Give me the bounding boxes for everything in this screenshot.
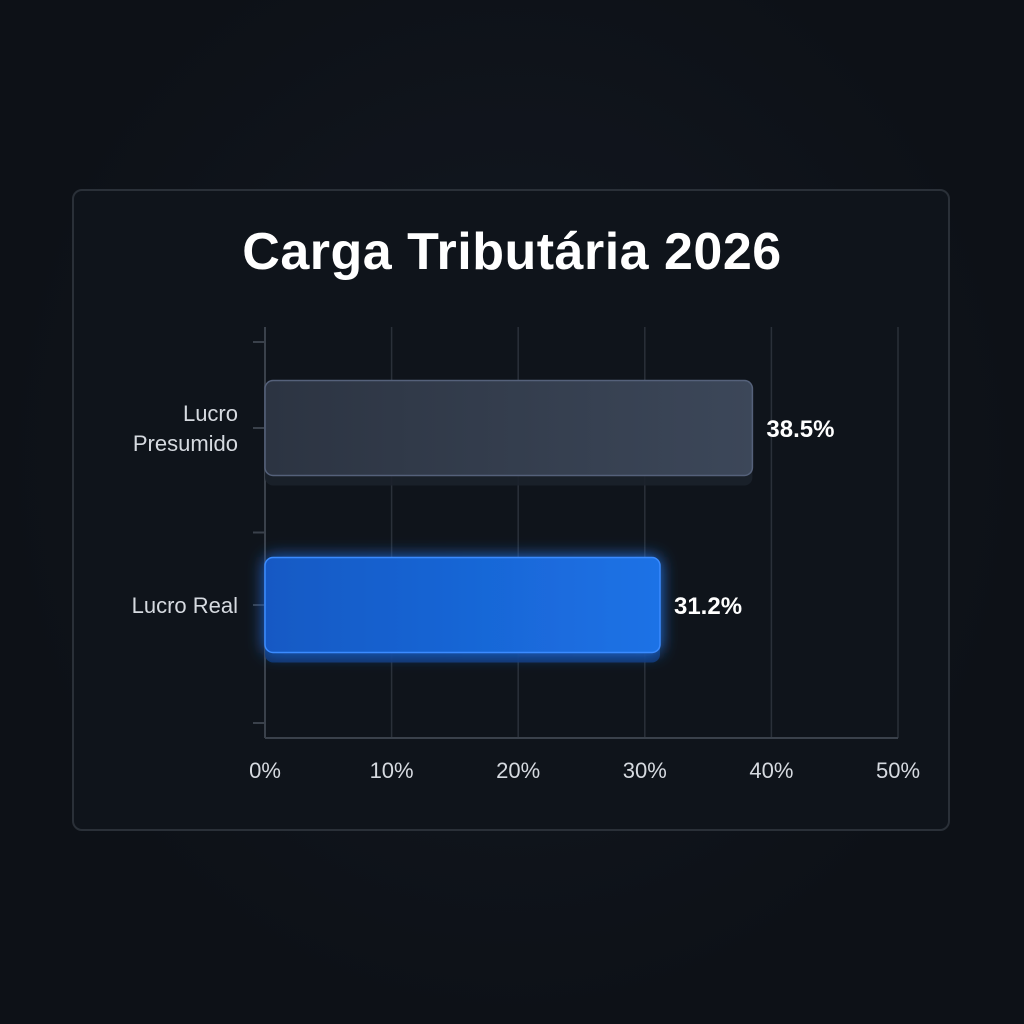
bar-lucro-real [264,556,661,654]
value-label: 38.5% [766,416,834,443]
chart-title: Carga Tributária 2026 [242,223,782,281]
x-tick-label: 50% [876,758,920,783]
value-label: 31.2% [674,593,742,620]
chart-card [72,189,950,831]
bar-lucro-presumido [264,379,754,477]
category-label-line: Presumido [133,431,238,456]
x-tick-label: 30% [623,758,667,783]
x-tick-label: 0% [249,758,281,783]
category-label-line: Lucro [183,401,238,426]
category-label-line: Lucro Real [132,593,238,618]
category-label: Lucro Presumido [133,401,238,456]
x-tick-label: 10% [370,758,414,783]
x-tick-label: 40% [749,758,793,783]
category-label: Lucro Real [132,593,238,618]
labels: 0% 10% 20% 30% 40% 50% 38.5% Lucro Presumido 31.2… [132,401,920,783]
bars [264,379,754,663]
x-tick-label: 20% [496,758,540,783]
